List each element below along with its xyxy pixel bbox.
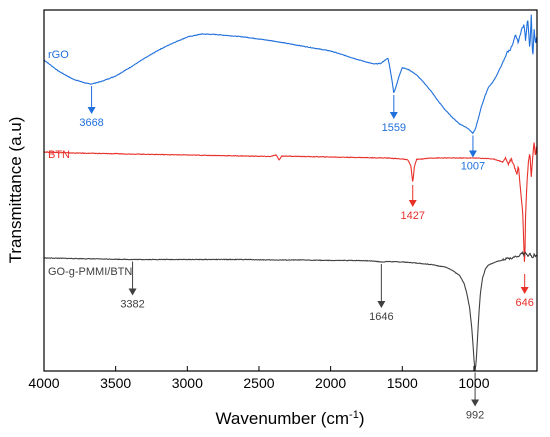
peak-arrow-head: [389, 112, 398, 119]
x-tick-label: 2000: [315, 375, 346, 391]
x-tick-label: 3500: [100, 375, 131, 391]
series-label: GO-g-PMMI/BTN: [48, 266, 132, 278]
peak-arrow-head: [408, 200, 417, 207]
peak-label: 992: [466, 410, 484, 422]
x-tick-label: 1000: [458, 375, 489, 391]
series-label: BTN: [48, 149, 70, 161]
x-axis-title: Wavenumber (cm-1): [216, 409, 365, 428]
series-line-btn: [43, 142, 537, 262]
peak-arrow-head: [87, 107, 96, 114]
x-tick-label: 3000: [172, 375, 203, 391]
peak-label: 646: [515, 297, 533, 309]
peak-arrow-head: [471, 399, 480, 407]
peak-label: 3668: [79, 117, 103, 129]
peak-arrow-head: [377, 301, 386, 308]
peak-label: 1559: [382, 122, 406, 134]
series-line-go-g-pmmi-btn: [43, 250, 537, 371]
peak-arrow-head: [520, 287, 529, 294]
x-tick-label: 2500: [243, 375, 274, 391]
plot-frame: [43, 9, 538, 372]
peak-label: 1007: [461, 161, 485, 173]
peak-label: 1646: [369, 311, 393, 323]
x-tick-label: 1500: [387, 375, 418, 391]
series-label: rGO: [48, 49, 69, 61]
peak-label: 1427: [401, 210, 425, 222]
plot-area: rGO 3668 1559 1007 BTN 1427 646 GO-g-PMMI/BTN 33…: [43, 14, 537, 422]
x-tick-label: 4000: [28, 375, 59, 391]
x-axis: 4000 3500 3000 2500 2000 1500 1000: [28, 366, 490, 391]
peak-arrow-head: [468, 150, 477, 158]
peak-label: 3382: [120, 299, 144, 311]
peak-arrow-head: [128, 288, 137, 296]
series-line-rgo: [43, 14, 537, 135]
y-axis-title: Transmittance (a.u): [6, 117, 25, 264]
